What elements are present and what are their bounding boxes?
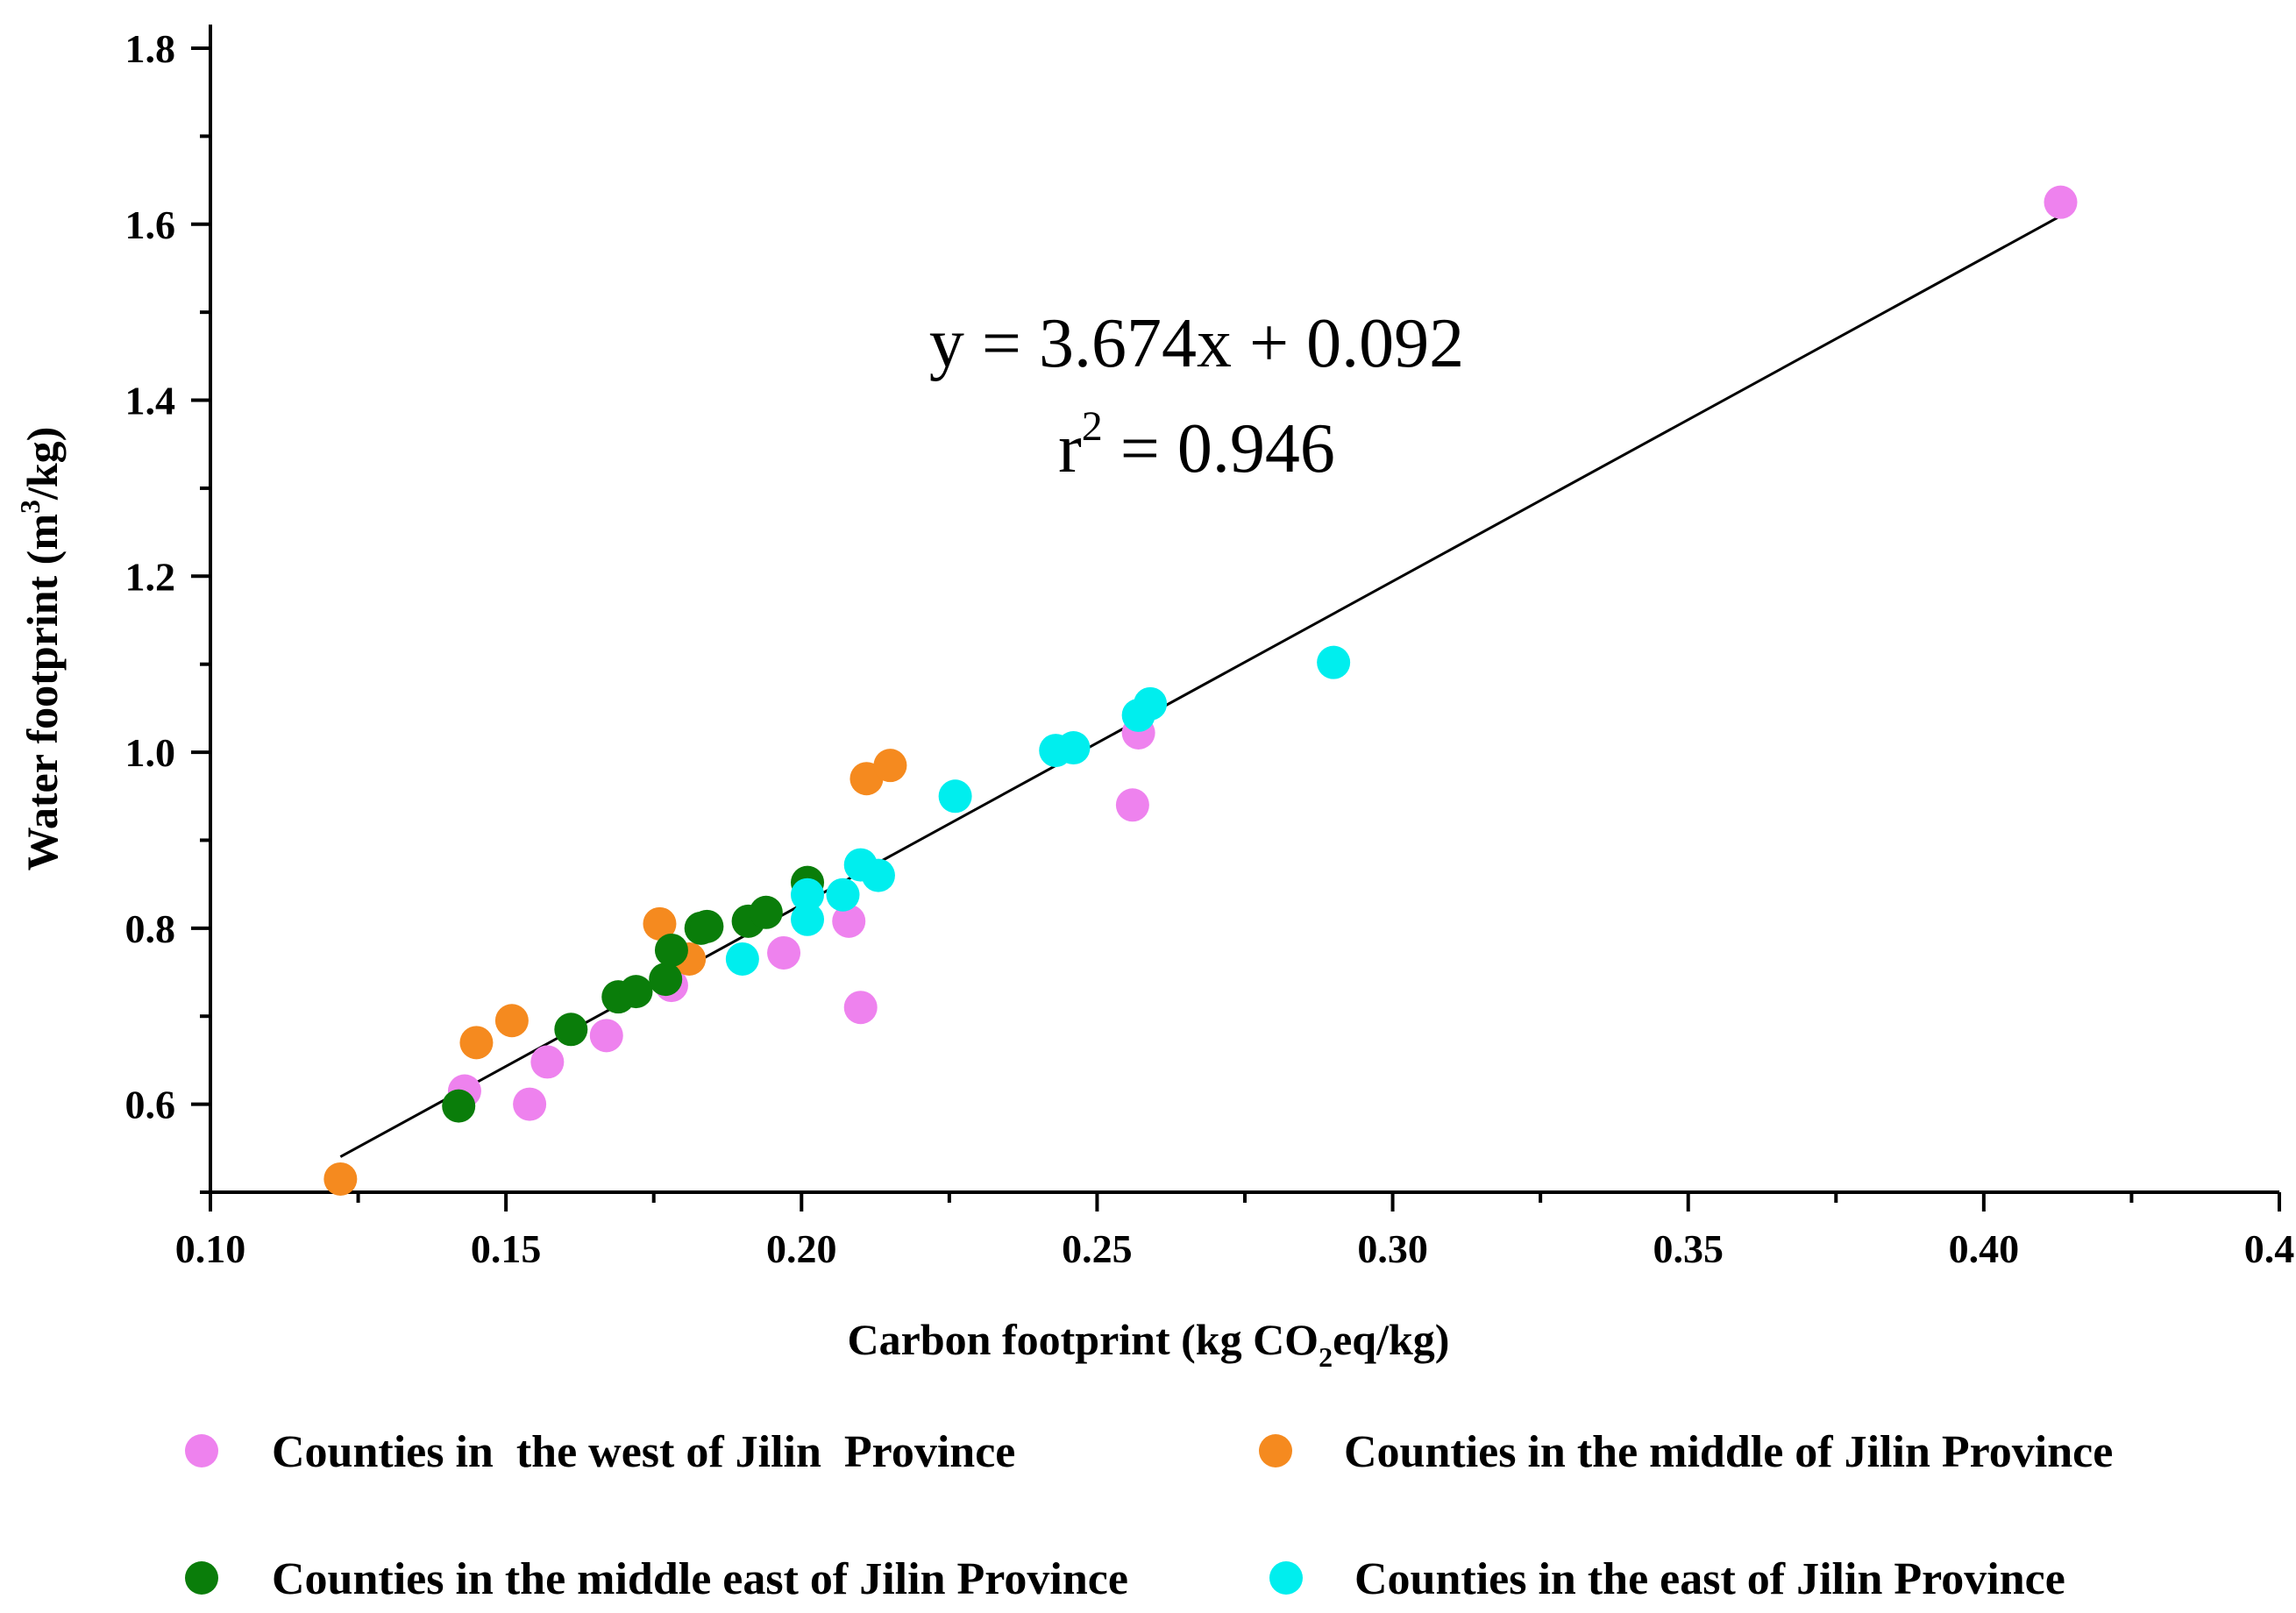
- point-east-12: [1317, 645, 1351, 679]
- legend-marker-west: [185, 1434, 218, 1467]
- legend-item-middle: Counties in the middle of Jilin Province: [1259, 1427, 2113, 1477]
- point-middle-east-5: [649, 963, 683, 997]
- x-axis-title-sub: 2: [1319, 1341, 1333, 1373]
- point-middle-7: [873, 749, 907, 783]
- point-middle-1: [323, 1162, 358, 1196]
- y-tick-label-1-4: 1.4: [125, 379, 176, 423]
- x-tick-label-0-40: 0.40: [1949, 1226, 2020, 1271]
- legend-label-middle: Counties in the middle of Jilin Province: [1344, 1427, 2113, 1477]
- point-middle-2: [459, 1026, 494, 1060]
- r-squared: r2 = 0.946: [1058, 403, 1335, 487]
- legend-label-east: Counties in the east of Jilin Province: [1354, 1554, 2065, 1604]
- point-west-2: [513, 1087, 547, 1121]
- point-west-3: [530, 1045, 565, 1079]
- legend-marker-east: [1269, 1561, 1303, 1595]
- y-axis-title-sup: 3: [14, 500, 46, 514]
- axes-layer: [191, 25, 2281, 1212]
- y-tick-label-1-0: 1.0: [125, 730, 176, 775]
- r-squared-r: r: [1058, 410, 1082, 487]
- point-east-11: [1134, 686, 1168, 721]
- x-axis-title-main: Carbon footprint (kg CO: [848, 1315, 1319, 1364]
- point-east-4: [826, 878, 860, 912]
- x-tick-label-0-35: 0.35: [1653, 1226, 1724, 1271]
- y-tick-label-0-8: 0.8: [125, 906, 176, 951]
- x-tick-label-0-30: 0.30: [1357, 1226, 1428, 1271]
- x-axis-title: Carbon footprint (kg CO2eq/kg): [848, 1315, 1450, 1373]
- r-squared-sup: 2: [1082, 403, 1103, 450]
- point-east-9: [1056, 731, 1091, 765]
- y-axis-title-end: /kg): [18, 427, 67, 501]
- point-west-4: [589, 1019, 623, 1053]
- legend-item-east: Counties in the east of Jilin Province: [1269, 1554, 2065, 1604]
- point-middle-east-10: [749, 895, 783, 929]
- point-west-6: [767, 935, 801, 970]
- point-middle-4: [643, 906, 677, 941]
- y-tick-label-1-8: 1.8: [125, 26, 176, 71]
- legend-item-west: Counties in the west of Jilin Province: [185, 1427, 1015, 1477]
- point-west-9: [1115, 788, 1149, 822]
- point-east-7: [938, 779, 972, 814]
- y-tick-label-1-6: 1.6: [125, 203, 176, 247]
- x-tick-label-0-25: 0.25: [1062, 1226, 1133, 1271]
- point-west-8: [843, 991, 878, 1025]
- point-east-3: [791, 878, 825, 912]
- point-east-2: [791, 902, 825, 936]
- point-east-6: [861, 858, 895, 892]
- x-tick-label-0-15: 0.15: [471, 1226, 542, 1271]
- point-middle-east-4: [619, 975, 653, 1009]
- x-tick-label-0-10: 0.10: [175, 1226, 246, 1271]
- y-axis-title-main: Water footprint (m: [18, 514, 67, 870]
- x-axis-title-end: eq/kg): [1333, 1315, 1449, 1364]
- legend-item-middle-east: Counties in the middle east of Jilin Pro…: [185, 1554, 1128, 1604]
- point-east-1: [725, 942, 759, 976]
- points-layer: [323, 185, 2078, 1196]
- legend-marker-middle: [1259, 1434, 1292, 1467]
- legend-marker-middle-east: [185, 1561, 218, 1595]
- point-middle-3: [494, 1004, 529, 1038]
- y-tick-label-0-6: 0.6: [125, 1083, 176, 1127]
- regression-equation: y = 3.674x + 0.092: [929, 305, 1464, 382]
- point-middle-east-1: [442, 1089, 476, 1123]
- y-tick-label-1-2: 1.2: [125, 554, 176, 599]
- point-middle-east-2: [554, 1013, 588, 1047]
- x-tick-label-0-45: 0.45: [2244, 1226, 2296, 1271]
- r-squared-value: = 0.946: [1103, 410, 1335, 487]
- x-tick-label-0-20: 0.20: [766, 1226, 837, 1271]
- legend-label-middle-east: Counties in the middle east of Jilin Pro…: [272, 1554, 1128, 1604]
- point-west-7: [832, 904, 866, 938]
- point-west-11: [2044, 185, 2078, 219]
- legend: Counties in the west of Jilin Province C…: [185, 1427, 2113, 1604]
- point-middle-east-8: [690, 909, 724, 943]
- labels-layer: 0.10 0.15 0.20 0.25 0.30 0.35 0.40 0.45 0.6 0.8 1.…: [125, 26, 2296, 1271]
- point-middle-east-6: [654, 933, 688, 967]
- legend-label-west: Counties in the west of Jilin Province: [272, 1427, 1015, 1477]
- y-axis-title: Water footprint (m3/kg): [14, 427, 67, 871]
